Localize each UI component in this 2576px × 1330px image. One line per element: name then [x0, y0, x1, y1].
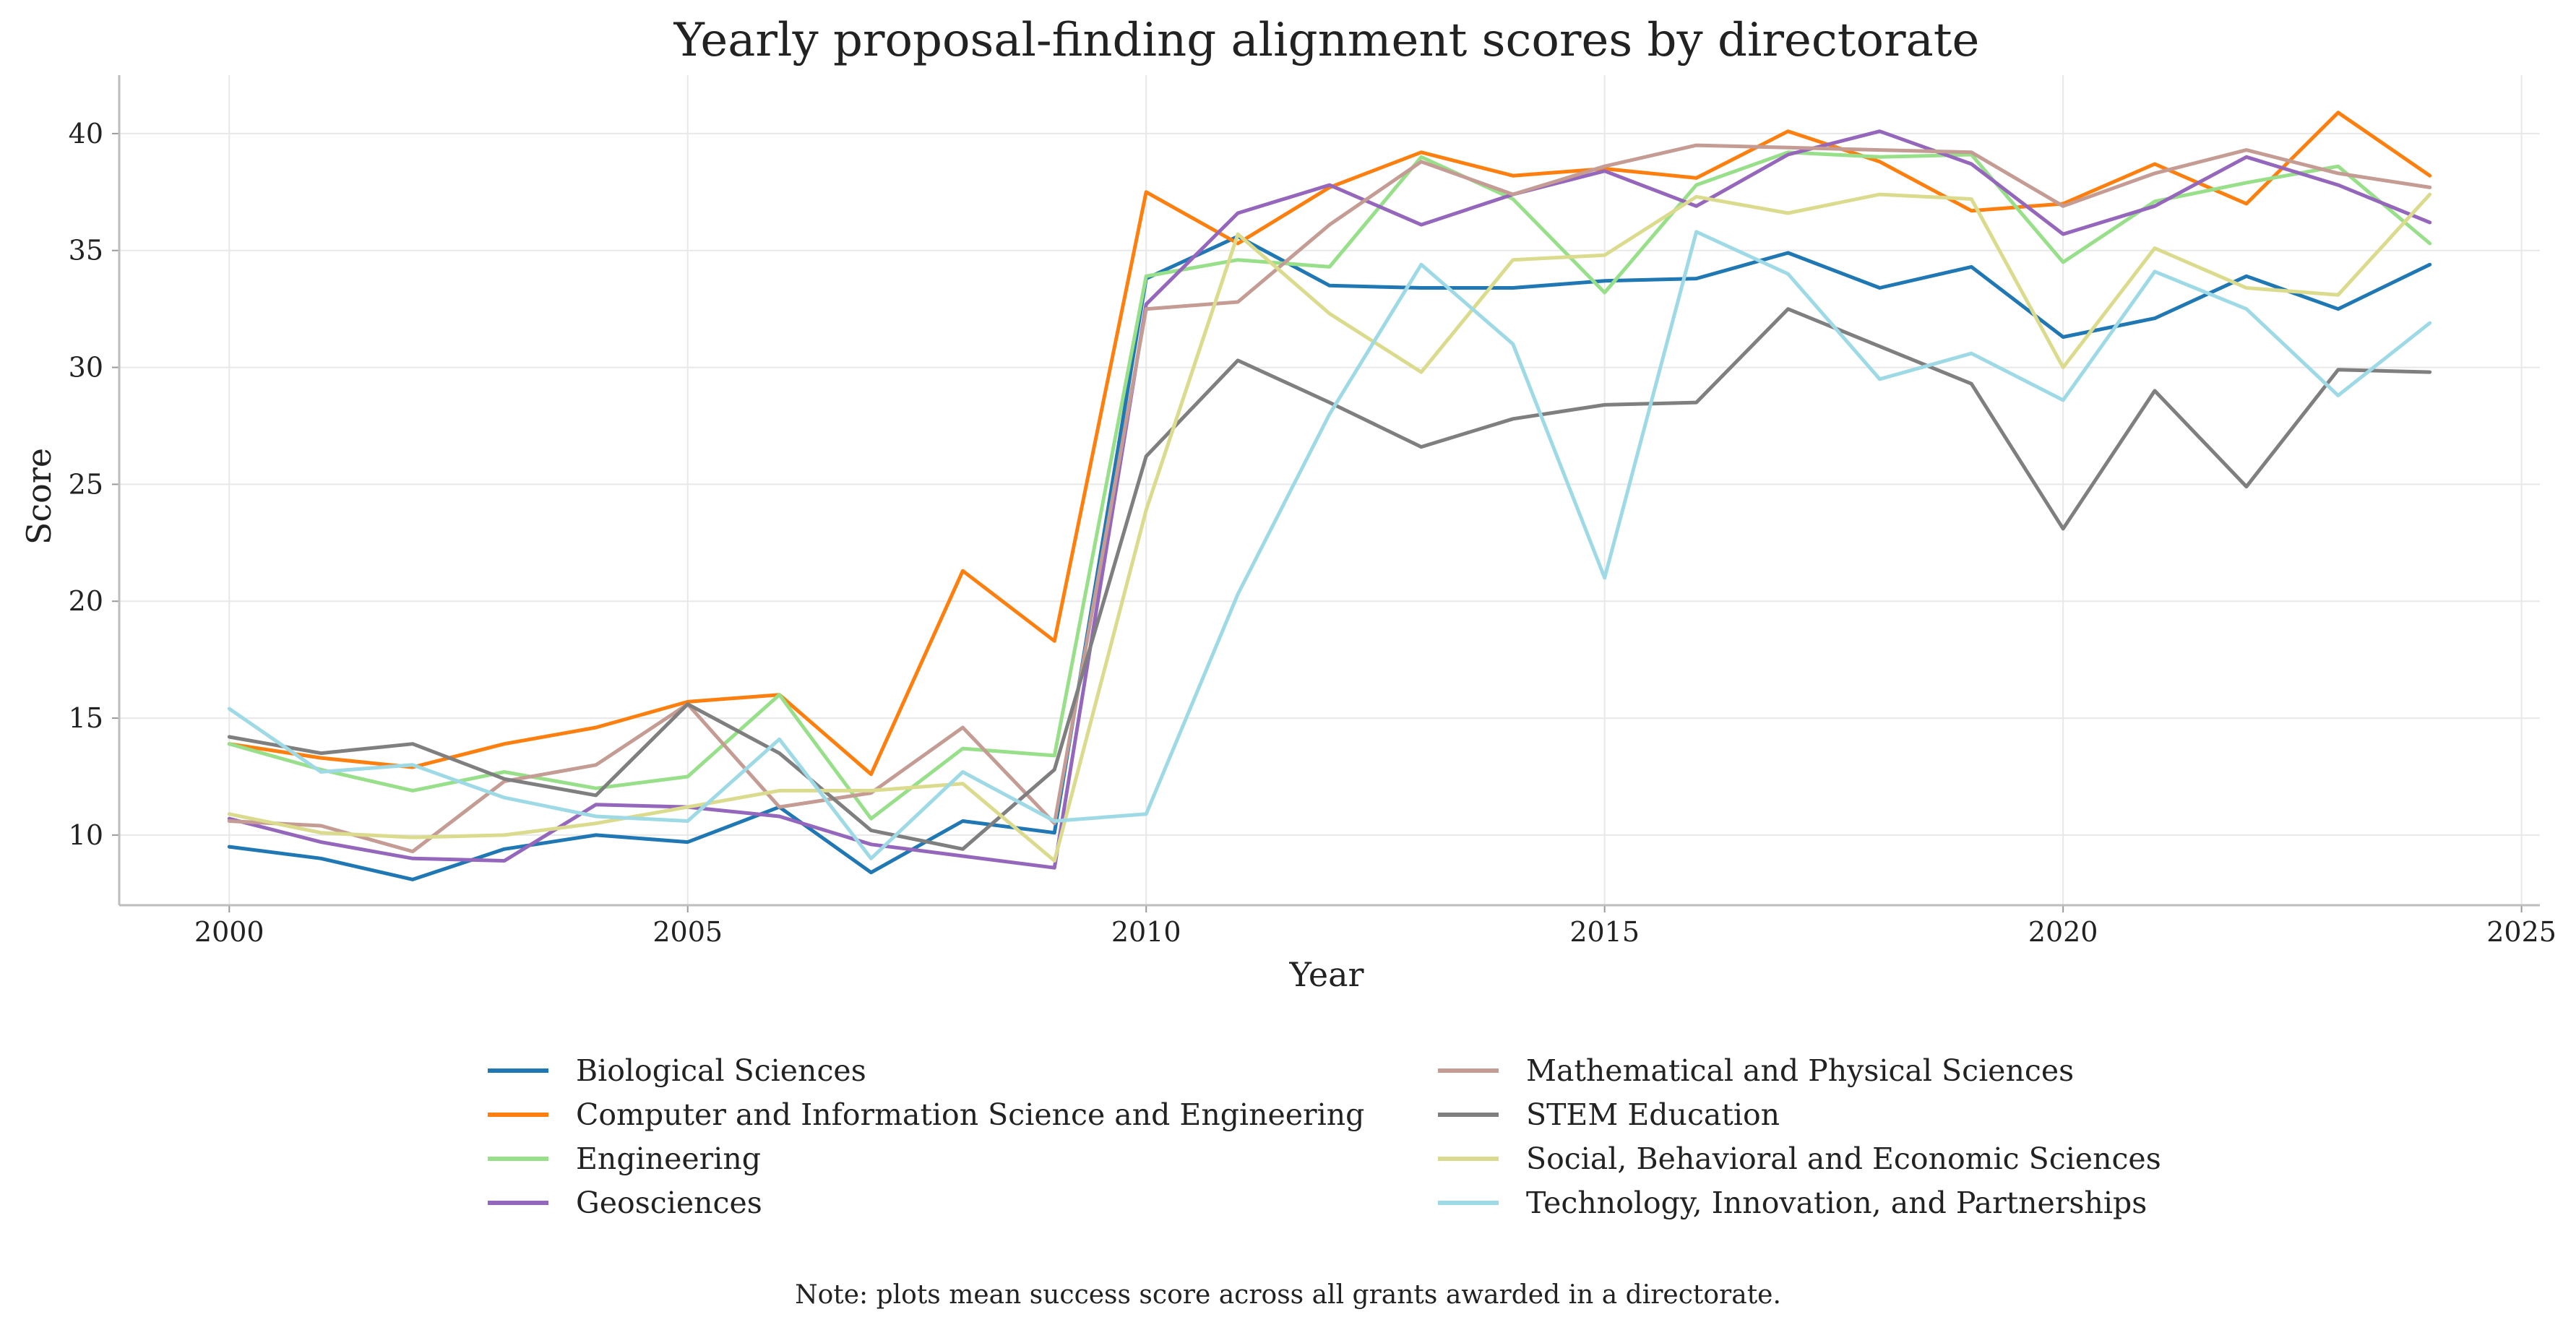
y-tick-label: 25	[69, 468, 103, 500]
y-tick-label: 15	[69, 702, 103, 734]
series-line-0	[227, 234, 2432, 881]
series-line-7	[227, 230, 2432, 860]
x-tick-label: 2005	[652, 916, 723, 948]
legend-label: Computer and Information Science and Eng…	[576, 1097, 1365, 1132]
legend-swatch	[1438, 1112, 1499, 1117]
legend-item: Computer and Information Science and Eng…	[488, 1095, 1438, 1133]
x-axis-label: Year	[1288, 955, 1364, 994]
legend-swatch	[488, 1156, 548, 1161]
series-line-4	[227, 143, 2432, 854]
legend-label: Biological Sciences	[576, 1053, 866, 1088]
legend-item: Social, Behavioral and Economic Sciences	[1438, 1139, 2186, 1178]
legend-item: Technology, Innovation, and Partnerships	[1438, 1183, 2186, 1222]
y-tick-label: 40	[69, 118, 103, 150]
legend-label: Social, Behavioral and Economic Sciences	[1526, 1141, 2161, 1176]
y-tick-label: 10	[69, 819, 103, 851]
legend-label: Geosciences	[576, 1185, 762, 1220]
x-tick-label: 2010	[1111, 916, 1181, 948]
legend: Biological Sciences Mathematical and Phys…	[488, 1051, 2186, 1222]
legend-label: STEM Education	[1526, 1097, 1780, 1132]
legend-item: STEM Education	[1438, 1095, 2186, 1133]
x-tick-label: 2015	[1569, 916, 1640, 948]
y-tick-label: 30	[69, 352, 103, 384]
legend-swatch	[488, 1112, 548, 1117]
chart-title: Yearly proposal-finding alignment scores…	[673, 14, 1980, 67]
y-tick-label: 35	[69, 235, 103, 267]
legend-swatch	[488, 1068, 548, 1073]
y-tick-label: 20	[69, 585, 103, 617]
legend-label: Mathematical and Physical Sciences	[1526, 1053, 2075, 1088]
series-line-5	[227, 307, 2432, 851]
legend-item: Mathematical and Physical Sciences	[1438, 1051, 2186, 1089]
y-axis-label: Score	[20, 448, 59, 545]
x-tick-label: 2020	[2028, 916, 2098, 948]
legend-swatch	[1438, 1156, 1499, 1161]
grid-lines	[119, 75, 2540, 905]
legend-item: Engineering	[488, 1139, 1438, 1178]
legend-label: Technology, Innovation, and Partnerships	[1526, 1185, 2148, 1220]
series-line-2	[227, 150, 2432, 821]
series-line-1	[227, 111, 2432, 777]
legend-swatch	[1438, 1068, 1499, 1073]
axes	[112, 75, 2540, 912]
footnote: Note: plots mean success score across al…	[795, 1280, 1781, 1310]
series-lines	[227, 111, 2432, 881]
series-line-3	[227, 129, 2432, 870]
legend-swatch	[1438, 1200, 1499, 1205]
legend-item: Biological Sciences	[488, 1051, 1438, 1089]
x-tick-label: 2000	[194, 916, 264, 948]
series-line-6	[227, 192, 2432, 863]
legend-label: Engineering	[576, 1141, 761, 1176]
legend-item: Geosciences	[488, 1183, 1438, 1222]
x-tick-label: 2025	[2486, 916, 2556, 948]
legend-swatch	[488, 1200, 548, 1205]
